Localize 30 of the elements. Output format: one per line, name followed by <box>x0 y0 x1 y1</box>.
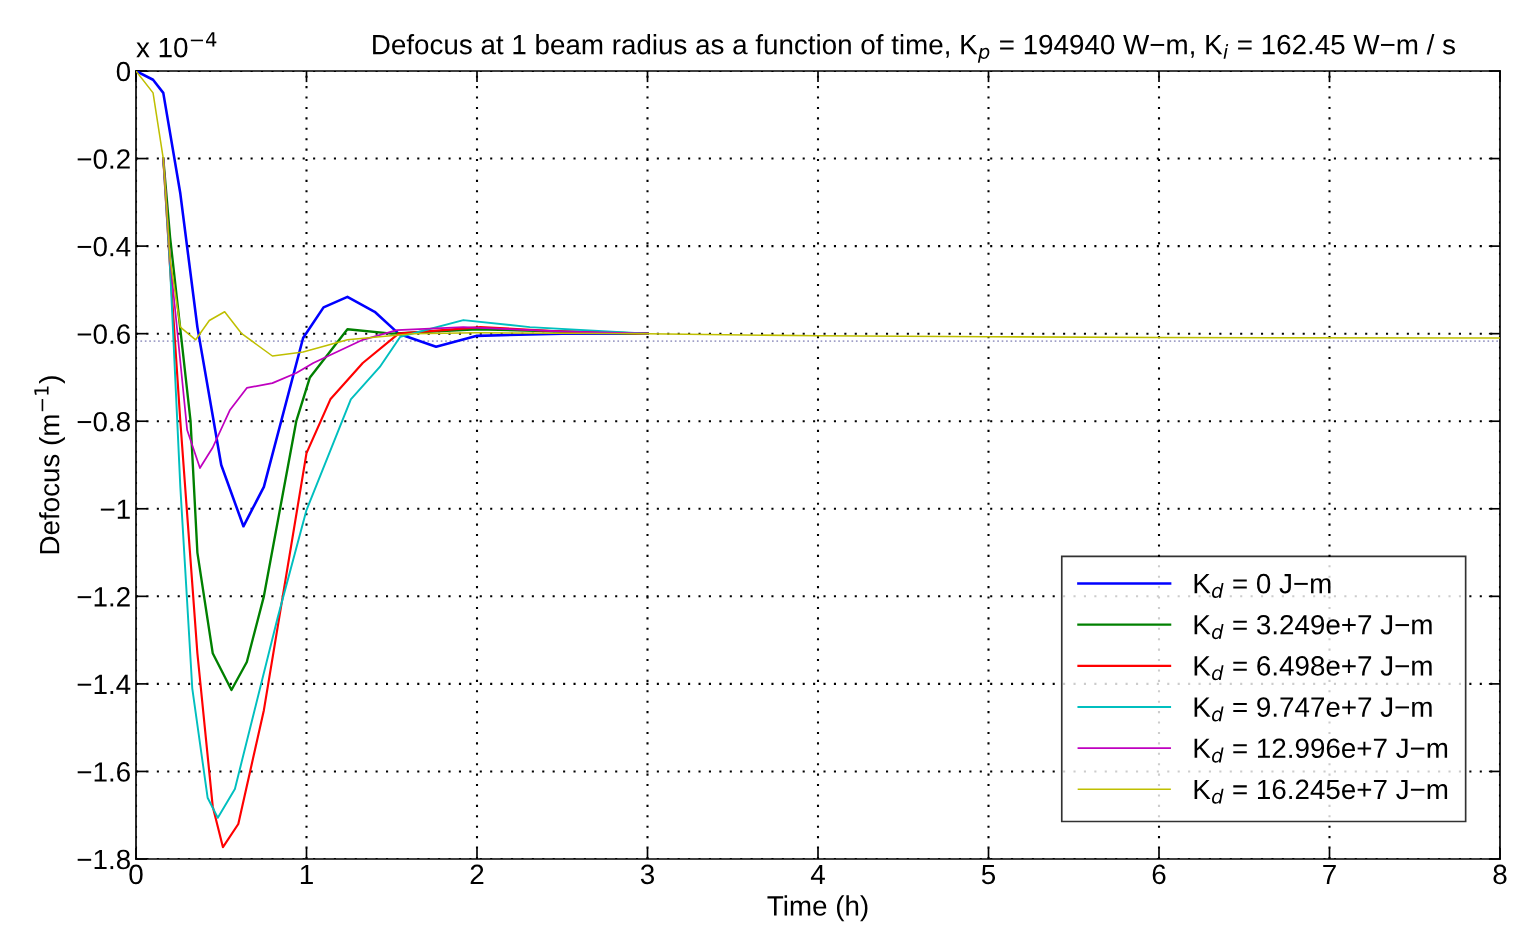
x-tick-label: 4 <box>810 864 825 884</box>
legend-label: K$_{d}$ = 0 J−m <box>1194 573 1331 598</box>
y-tick-label: −1.2 <box>77 587 130 607</box>
legend-label: K$_{d}$ = 6.498e+7 J−m <box>1194 656 1432 681</box>
x-tick-label: 5 <box>981 864 996 885</box>
y-tick-label: 0 <box>116 61 131 82</box>
x-tick-label: 3 <box>640 864 654 885</box>
x-tick-label: 7 <box>1323 864 1336 884</box>
y-tick-label: −0.2 <box>77 149 130 169</box>
text: x 10$^{−4}$ <box>136 32 217 58</box>
legend-label: K$_{d}$ = 16.245e+7 J−m <box>1194 779 1448 804</box>
y-tick-label: −1 <box>100 499 130 519</box>
chart-title: Defocus at 1 beam radius as a function of time, K$_{p}$ = 194940 W−m, K$_{i}$ = 162.45 W−m / s <box>373 34 1455 63</box>
legend-label: K$_{d}$ = 12.996e+7 J−m <box>1194 738 1448 763</box>
legend-label: K$_{d}$ = 3.249e+7 J−m <box>1194 614 1432 640</box>
y-tick-label: −1.4 <box>77 674 131 694</box>
y-tick-label: −1.6 <box>77 762 130 782</box>
y-tick-label: −0.6 <box>77 324 130 345</box>
legend-label: K$_{d}$ = 9.747e+7 J−m <box>1194 697 1432 722</box>
x-tick-label: 8 <box>1493 864 1507 885</box>
x-tick-label: 2 <box>470 864 484 884</box>
y-tick-label: −1.8 <box>77 849 130 870</box>
x-tick-label: 1 <box>300 864 313 884</box>
y-tick-label: −0.8 <box>77 411 130 432</box>
x-axis-title: Time (h) <box>767 895 868 922</box>
line-series <box>162 157 649 469</box>
y-tick-label: −0.4 <box>77 236 131 257</box>
x-tick-label: 6 <box>1152 864 1166 885</box>
y-axis-title: Defocus (m$^{−1}$) <box>34 376 65 554</box>
line-series <box>162 157 649 692</box>
